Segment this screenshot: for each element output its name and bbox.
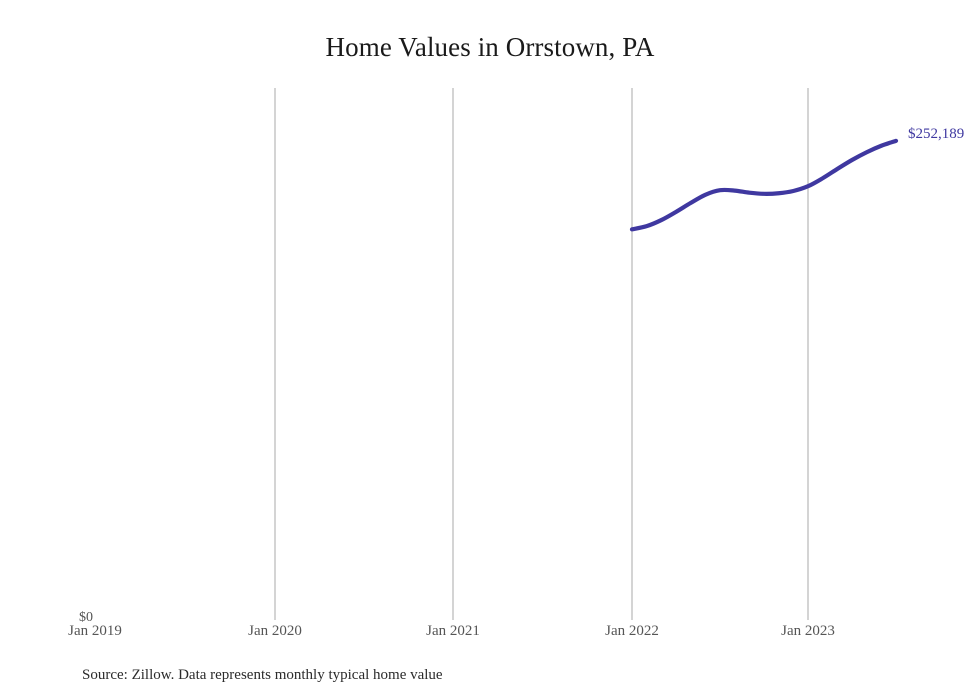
x-tick-label-3: Jan 2022	[605, 623, 659, 639]
x-tick-label-1: Jan 2020	[248, 623, 302, 639]
x-tick-label-2: Jan 2021	[426, 623, 480, 639]
y-tick-label-0: $0	[79, 610, 93, 625]
x-tick-label-4: Jan 2023	[781, 623, 835, 639]
x-tick-label-0: Jan 2019	[68, 623, 122, 639]
series-line-path	[629, 138, 899, 232]
source-note: Source: Zillow. Data represents monthly …	[82, 667, 443, 683]
gridlines	[274, 88, 809, 620]
page-title: Home Values in Orrstown, PA	[325, 32, 655, 62]
data-series-typical-home-value	[629, 138, 899, 232]
series-end-value-label: $252,189	[908, 125, 965, 142]
